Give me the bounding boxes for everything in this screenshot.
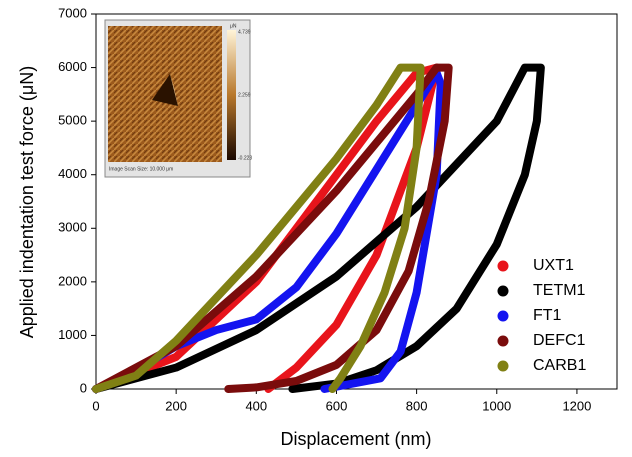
y-tick-label: 0 (80, 380, 87, 395)
x-tick-label: 0 (92, 398, 99, 413)
x-tick-label: 400 (245, 398, 267, 413)
legend-label: UXT1 (533, 257, 574, 274)
x-axis-label: Displacement (nm) (280, 429, 431, 449)
x-tick-label: 800 (406, 398, 428, 413)
page: {"chart_data": {"type": "line", "x_label… (0, 0, 632, 457)
y-tick-label: 5000 (58, 113, 87, 128)
inset-unit: μN (230, 23, 237, 29)
inset-image: μN 4.739 2.259 -0.223 Image Scan Size: 1… (105, 20, 252, 177)
legend-label: DEFC1 (533, 332, 586, 349)
legend-marker (498, 286, 509, 297)
chart: Displacement (nm) Applied indentation te… (0, 0, 632, 457)
legend-marker (498, 311, 509, 322)
legend-label: FT1 (533, 307, 562, 324)
x-tick-label: 1200 (562, 398, 591, 413)
y-tick-label: 3000 (58, 220, 87, 235)
color-bar (227, 30, 236, 160)
legend-marker (498, 336, 509, 347)
y-tick-label: 1000 (58, 327, 87, 342)
y-tick-label: 4000 (58, 166, 87, 181)
legend-marker (498, 361, 509, 372)
y-tick-label: 7000 (58, 5, 87, 20)
x-tick-label: 1000 (482, 398, 511, 413)
scale-label: 4.739 (238, 29, 251, 35)
y-axis-label: Applied indentation test force (μN) (17, 66, 37, 339)
x-tick-label: 200 (165, 398, 187, 413)
y-tick-label: 6000 (58, 59, 87, 74)
x-tick-label: 600 (326, 398, 348, 413)
legend-label: CARB1 (533, 357, 586, 374)
legend-marker (498, 261, 509, 272)
scale-label: -0.223 (238, 155, 252, 161)
y-tick-label: 2000 (58, 273, 87, 288)
scale-label: 2.259 (238, 92, 251, 98)
inset-caption: Image Scan Size: 10.000 μm (109, 166, 173, 172)
legend-label: TETM1 (533, 282, 586, 299)
